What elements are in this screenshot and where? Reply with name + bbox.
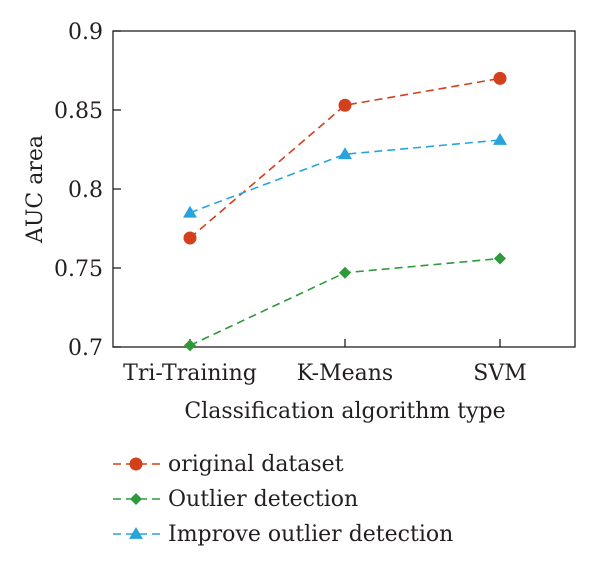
legend-marker	[129, 527, 143, 539]
y-tick-label: 0.75	[54, 257, 103, 282]
legend-marker	[129, 457, 143, 471]
x-axis-title: Classification algorithm type	[184, 399, 505, 424]
y-axis: 0.7 0.75 0.8 0.85 0.9	[54, 20, 121, 361]
legend-label: Improve outlier detection	[168, 522, 453, 547]
legend-item-original-dataset: original dataset	[113, 452, 344, 477]
data-point-outlier-detection	[494, 252, 506, 265]
y-tick-label: 0.85	[54, 99, 103, 124]
y-tick-label: 0.8	[68, 178, 103, 203]
data-point-outlier-detection	[339, 266, 351, 279]
legend-marker	[130, 493, 142, 505]
legend-item-outlier-detection: Outlier detection	[113, 487, 358, 512]
series-line-improve-outlier-detection	[189, 139, 501, 214]
legend-label: Outlier detection	[168, 487, 358, 512]
y-tick-label: 0.7	[68, 336, 103, 361]
series-outlier-detection	[184, 252, 506, 352]
data-point-improve-outlier-detection	[493, 133, 507, 145]
x-tick-label: K-Means	[297, 361, 393, 386]
data-point-improve-outlier-detection	[338, 147, 352, 160]
series-layer	[183, 71, 507, 352]
x-tick-label: SVM	[473, 361, 527, 386]
legend: original dataset Outlier detection Improve…	[113, 452, 453, 547]
x-axis: Tri-Training K-Means SVM	[123, 339, 527, 386]
y-axis-title: AUC area	[23, 135, 48, 244]
series-improve-outlier-detection	[183, 133, 507, 218]
data-point-outlier-detection	[184, 339, 196, 352]
data-point-improve-outlier-detection	[183, 205, 197, 218]
y-tick-label: 0.9	[68, 20, 103, 45]
data-point-original-dataset	[183, 231, 197, 245]
legend-label: original dataset	[168, 452, 344, 477]
x-tick-label: Tri-Training	[123, 361, 257, 386]
legend-item-improve-outlier-detection: Improve outlier detection	[113, 522, 453, 547]
data-point-original-dataset	[493, 71, 507, 85]
data-point-original-dataset	[338, 98, 352, 112]
